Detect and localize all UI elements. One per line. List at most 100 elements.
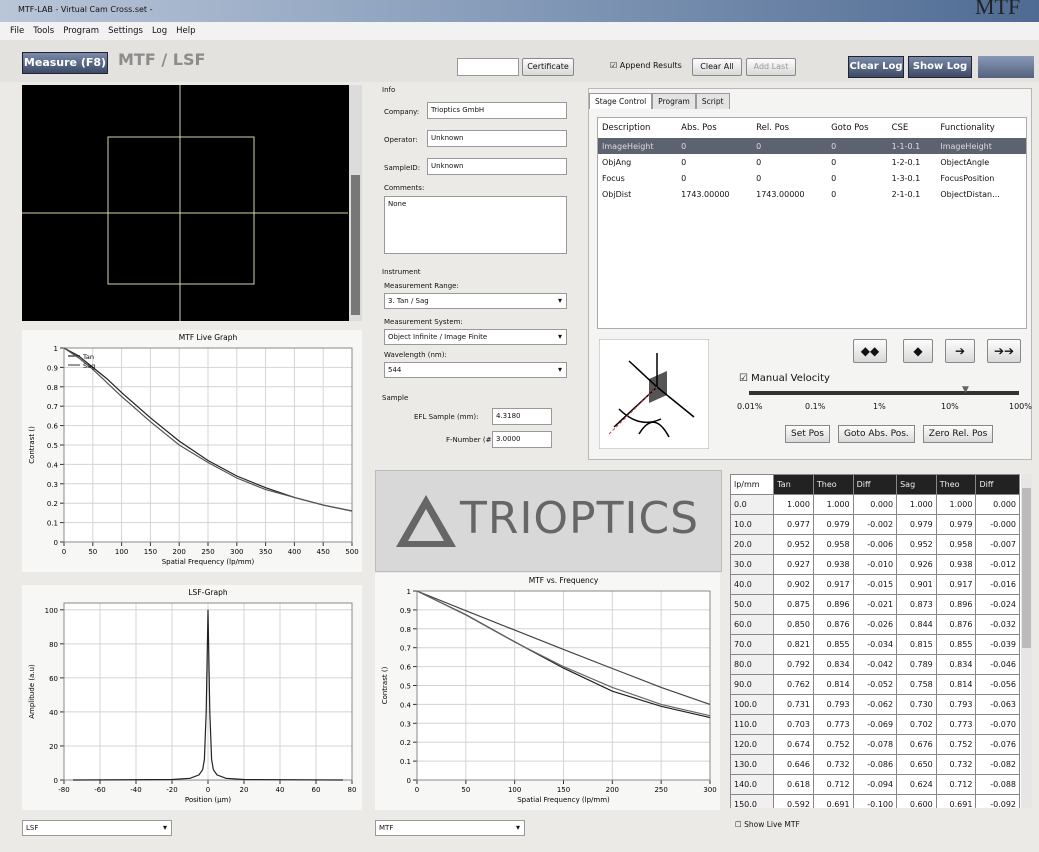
y-tick-label: 0.8: [400, 626, 411, 634]
result-row: 20.00.9520.958-0.0060.9520.958-0.007: [731, 535, 1020, 555]
f-number-input[interactable]: 3.0000: [492, 431, 552, 448]
cell: 110.0: [731, 715, 774, 735]
section-label: Instrument: [382, 268, 421, 276]
append-results-checkbox[interactable]: ☑ Append Results: [610, 61, 682, 70]
cell: -0.010: [853, 555, 897, 575]
cell: -0.046: [976, 655, 1020, 675]
add-last-button[interactable]: Add Last: [746, 58, 796, 76]
x-tick-label: 400: [288, 548, 301, 556]
mtf-select[interactable]: MTF: [375, 820, 525, 836]
y-tick-label: 100: [45, 607, 58, 615]
stage-button[interactable]: Set Pos: [785, 425, 830, 443]
wavelength-select[interactable]: 544: [384, 362, 567, 378]
certificate-button[interactable]: Certificate: [522, 58, 574, 76]
scrollbar[interactable]: [1021, 474, 1032, 808]
field-label: SampleID:: [384, 164, 420, 172]
logo-banner: TRIOPTICS: [375, 470, 722, 572]
comments-input[interactable]: None: [384, 196, 567, 254]
cell: 0.873: [897, 595, 937, 615]
mode-label: MTF / LSF: [118, 50, 205, 69]
toolbar-indicator: [978, 56, 1034, 78]
stage-button[interactable]: Goto Abs. Pos.: [838, 425, 915, 443]
fast-forward-button[interactable]: ➔➔: [987, 339, 1021, 363]
cell: 1.000: [813, 495, 853, 515]
y-tick-label: 0.1: [400, 758, 411, 766]
slider-thumb[interactable]: ▼: [962, 385, 969, 395]
cell: 0.691: [813, 795, 853, 809]
clear-all-button[interactable]: Clear All: [692, 58, 742, 76]
cell: 1.000: [936, 495, 976, 515]
show-log-button[interactable]: Show Log: [908, 56, 972, 78]
show-live-mtf-label: Show Live MTF: [744, 820, 800, 829]
cell: 0.938: [936, 555, 976, 575]
efl-input[interactable]: 4.3180: [492, 408, 552, 425]
y-tick-label: 0.6: [47, 423, 59, 431]
range-select[interactable]: 3. Tan / Sag: [384, 293, 567, 309]
cell: -0.092: [976, 795, 1020, 809]
cell: -0.094: [853, 775, 897, 795]
cell: ImageHeight: [936, 138, 1026, 154]
step-back-button[interactable]: ◆: [903, 339, 933, 363]
cell: 100.0: [731, 695, 774, 715]
tab[interactable]: Stage Control: [589, 93, 652, 109]
operator-input[interactable]: Unknown: [427, 130, 567, 147]
column-header: Abs. Pos: [677, 118, 752, 138]
stage-button[interactable]: Zero Rel. Pos: [923, 425, 993, 443]
cell: -0.076: [976, 735, 1020, 755]
stage-panel: Stage ControlProgramScript DescriptionAb…: [588, 88, 1032, 460]
step-forward-button[interactable]: ➔: [945, 339, 975, 363]
velocity-slider[interactable]: [749, 391, 1019, 395]
x-tick-label: 200: [173, 548, 186, 556]
cell: 0.0: [731, 495, 774, 515]
clear-log-button[interactable]: Clear Log: [848, 56, 904, 78]
menu-item[interactable]: Log: [152, 22, 167, 40]
menu-item[interactable]: Help: [176, 22, 195, 40]
sample-id-input[interactable]: Unknown: [427, 158, 567, 175]
cell: 0: [827, 170, 888, 186]
cell: 0.703: [774, 715, 814, 735]
cell: 0.000: [976, 495, 1020, 515]
cell: 0.600: [897, 795, 937, 809]
cell: FocusPosition: [936, 170, 1026, 186]
cell: -0.032: [976, 615, 1020, 635]
company-input[interactable]: Trioptics GmbH: [427, 102, 567, 119]
menu-item[interactable]: File: [10, 22, 24, 40]
cell: 0: [752, 138, 827, 154]
y-tick-label: 0.5: [400, 683, 411, 691]
cell: -0.086: [853, 755, 897, 775]
result-row: 120.00.6740.752-0.0780.6760.752-0.076: [731, 735, 1020, 755]
measure-button[interactable]: Measure (F8): [22, 52, 108, 74]
manual-velocity-checkbox[interactable]: ☑ Manual Velocity: [739, 373, 830, 384]
x-tick-label: 250: [201, 548, 214, 556]
cell: 0.952: [897, 535, 937, 555]
show-live-mtf-checkbox[interactable]: ☐ Show Live MTF: [735, 820, 800, 829]
lsf-select[interactable]: LSF: [22, 820, 172, 836]
cell: 20.0: [731, 535, 774, 555]
fast-back-button[interactable]: ◆◆: [853, 339, 887, 363]
menu-item[interactable]: Settings: [108, 22, 143, 40]
menu-item[interactable]: Tools: [33, 22, 54, 40]
tab[interactable]: Program: [652, 93, 696, 109]
column-header: Sag: [897, 475, 937, 495]
tab[interactable]: Script: [696, 93, 730, 109]
status-field: [457, 58, 519, 76]
cell: 0.731: [774, 695, 814, 715]
cell: 0: [677, 170, 752, 186]
cell: 0.875: [774, 595, 814, 615]
cell: -0.063: [976, 695, 1020, 715]
cell: 0.979: [897, 515, 937, 535]
cell: 0.814: [813, 675, 853, 695]
x-tick-label: 0: [206, 786, 210, 794]
system-select[interactable]: Object Infinite / Image Finite: [384, 329, 567, 345]
cell: 0.855: [813, 635, 853, 655]
cell: 90.0: [731, 675, 774, 695]
result-row: 130.00.6460.732-0.0860.6500.732-0.082: [731, 755, 1020, 775]
menu-item[interactable]: Program: [63, 22, 99, 40]
cell: 0.901: [897, 575, 937, 595]
